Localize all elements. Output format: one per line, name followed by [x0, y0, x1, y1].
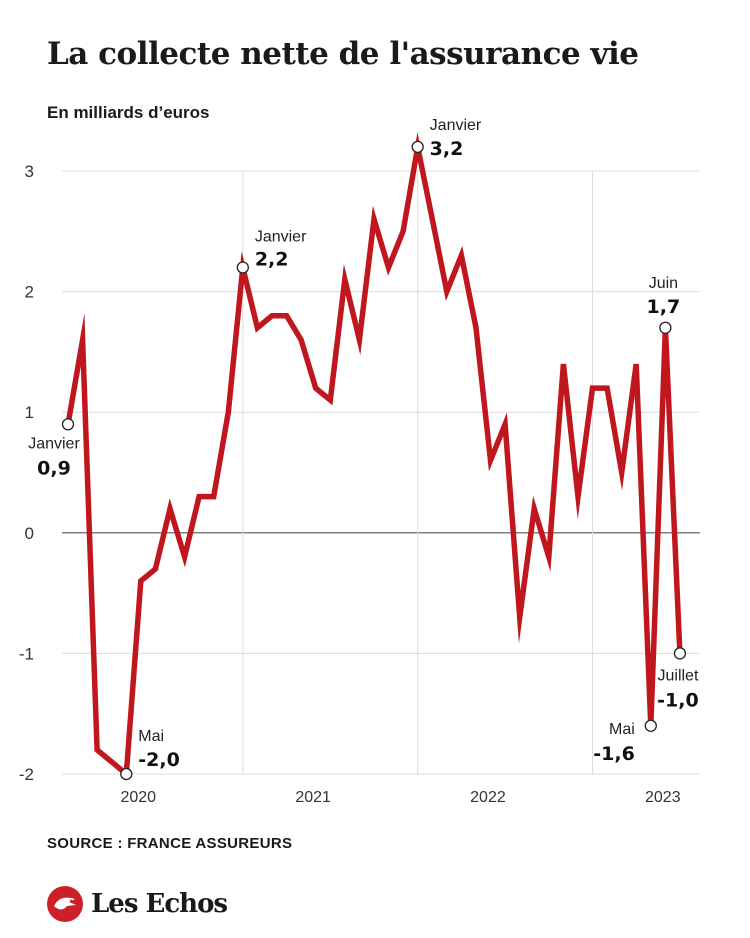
- x-tick-label: 2022: [470, 789, 506, 806]
- annotation-value-label: 1,7: [647, 296, 681, 318]
- y-tick-label: 2: [25, 283, 34, 302]
- x-tick-label: 2023: [645, 789, 681, 806]
- line-chart: 3 2 1 0 -1 -2 2020 2021 2022 2023 Janvier 0,9 Mai -2…: [19, 117, 700, 806]
- annotation-month-label: Juillet: [657, 667, 698, 684]
- annotation-month-label: Janvier: [28, 435, 80, 452]
- x-tick-label: 2020: [120, 789, 156, 806]
- y-tick-label: -1: [19, 644, 34, 663]
- y-tick-label: 3: [25, 162, 34, 181]
- les-echos-logo-icon: [47, 886, 83, 922]
- annotation-value-label: -2,0: [138, 749, 180, 771]
- annotation-month-label: Mai: [609, 721, 635, 738]
- annotation-month-label: Janvier: [430, 117, 482, 134]
- annotation-value-label: 2,2: [255, 248, 289, 270]
- annotation-value-label: 3,2: [430, 138, 464, 160]
- annotation-value-label: 0,9: [37, 457, 71, 479]
- data-point-marker: [411, 140, 424, 154]
- annotation-month-label: Juin: [649, 275, 678, 292]
- chart-title: La collecte nette de l'assurance vie: [47, 36, 639, 72]
- data-point-marker: [120, 767, 133, 781]
- chart-subtitle: En milliards d’euros: [47, 103, 210, 122]
- series-line: [65, 131, 683, 780]
- annotation-value-label: -1,6: [593, 743, 635, 765]
- source-note: SOURCE : FRANCE ASSUREURS: [47, 835, 293, 852]
- brand-name: Les Echos: [91, 889, 228, 919]
- brand: Les Echos: [47, 886, 228, 922]
- y-tick-label: -2: [19, 765, 34, 784]
- data-point-marker: [659, 321, 672, 334]
- annotation-month-label: Mai: [138, 728, 164, 745]
- data-point-marker: [236, 261, 249, 274]
- grid: [62, 170, 700, 775]
- data-point-marker: [644, 719, 657, 732]
- annotation-value-label: -1,0: [657, 689, 699, 711]
- x-tick-label: 2021: [295, 789, 331, 806]
- series: [65, 131, 683, 780]
- annotations: Janvier 0,9 Mai -2,0 Janvier 2,2 Janvier 3,2 Mai…: [28, 117, 699, 781]
- data-point-marker: [61, 418, 75, 431]
- y-tick-label: 0: [25, 524, 34, 543]
- y-tick-label: 1: [25, 403, 34, 422]
- axes: 3 2 1 0 -1 -2 2020 2021 2022 2023: [19, 162, 681, 806]
- data-point-marker: [673, 647, 687, 660]
- annotation-month-label: Janvier: [255, 228, 307, 245]
